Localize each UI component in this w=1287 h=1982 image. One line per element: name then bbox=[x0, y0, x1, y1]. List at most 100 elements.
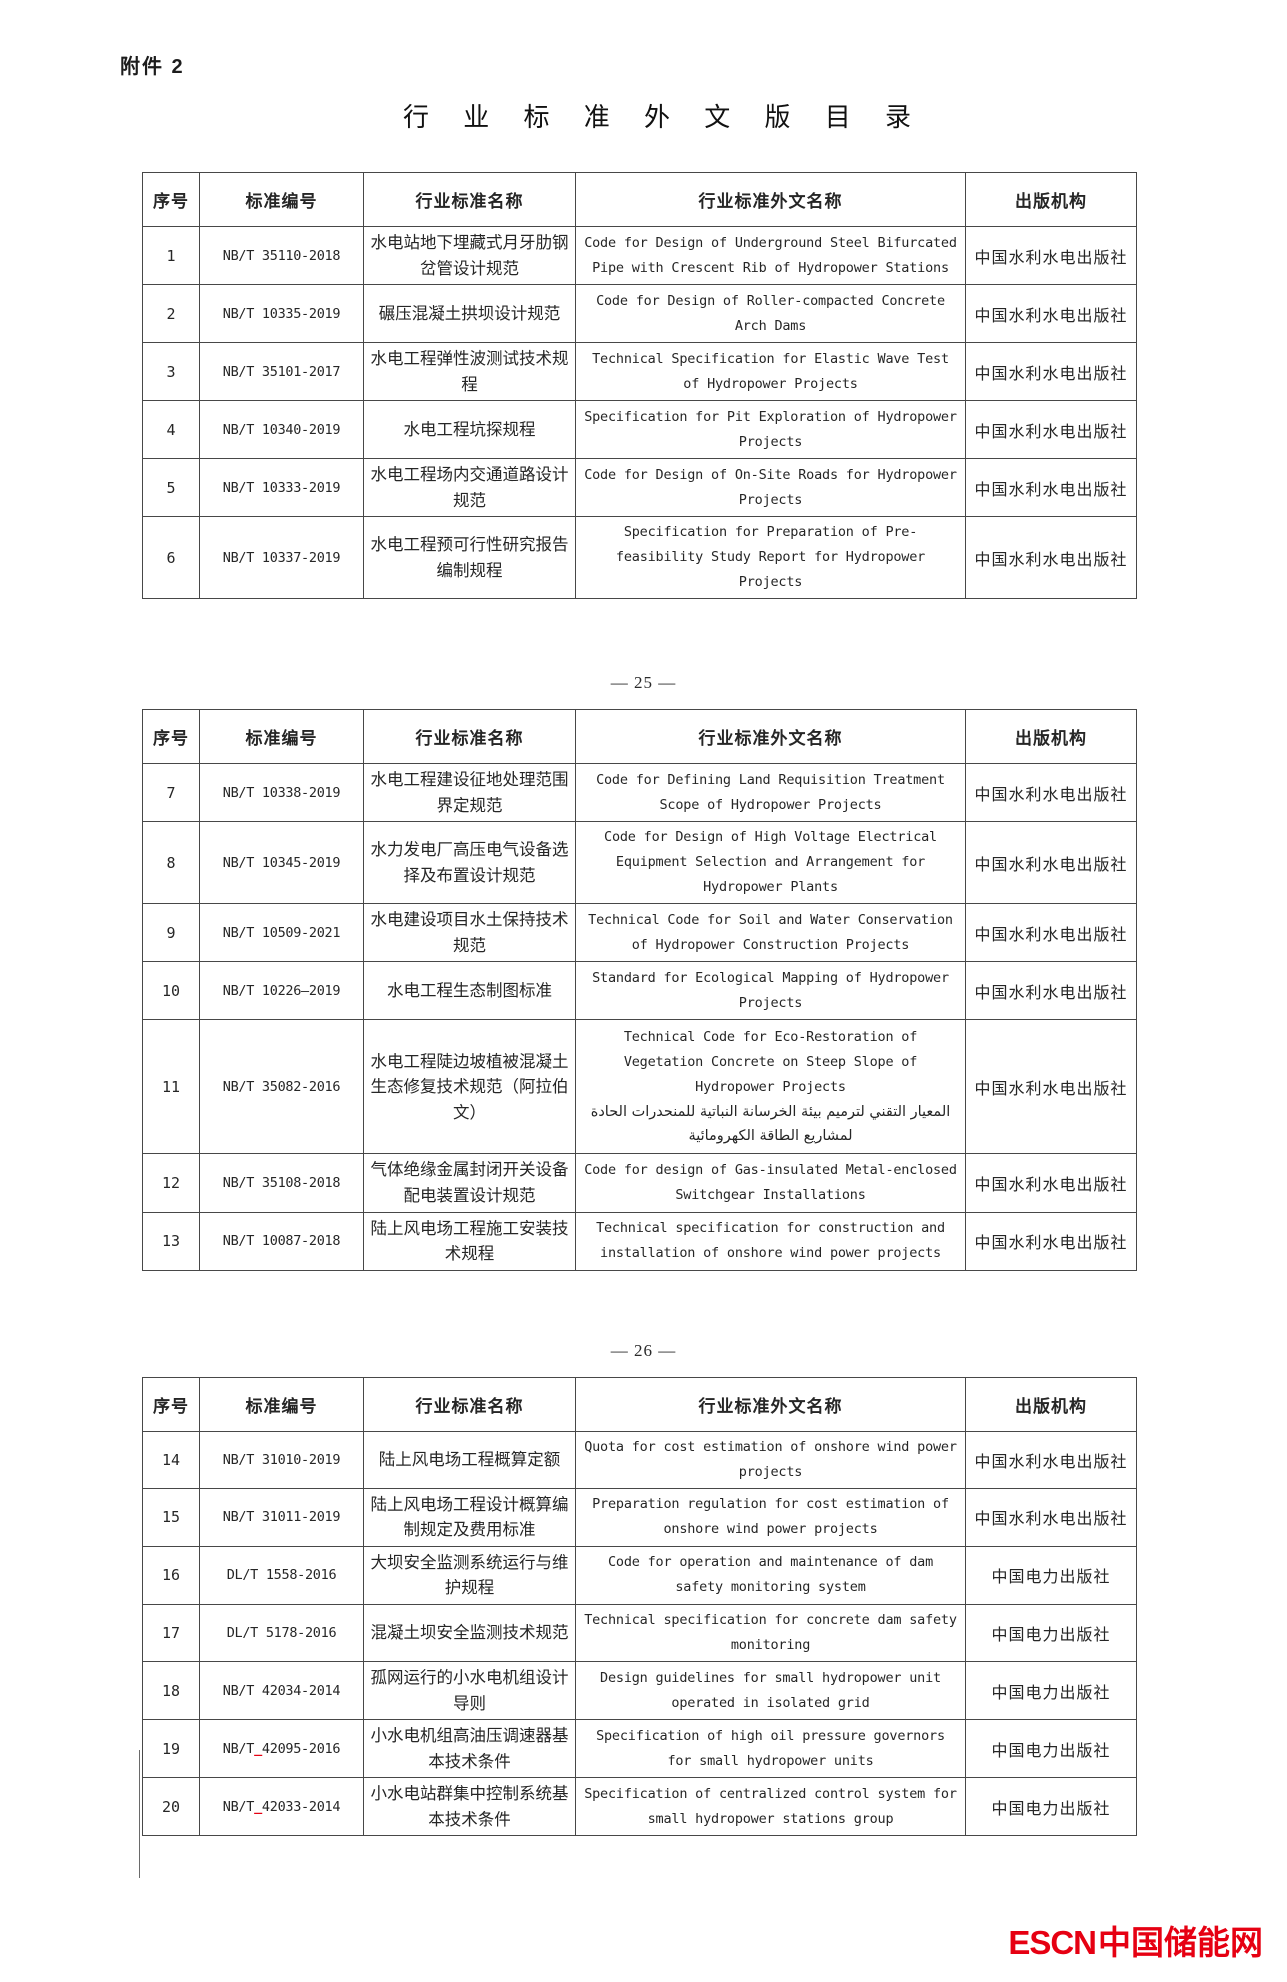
cell-standard-name-zh: 水电工程场内交通道路设计规范 bbox=[363, 458, 576, 518]
cell-standard-name-zh: 陆上风电场工程施工安装技术规程 bbox=[363, 1211, 576, 1271]
cell-standard-name-zh: 陆上风电场工程概算定额 bbox=[363, 1430, 576, 1489]
cell-standard-code: NB/T 31011-2019 bbox=[199, 1487, 364, 1547]
cell-publisher: 中国电力出版社 bbox=[965, 1660, 1137, 1721]
cell-publisher: 中国电力出版社 bbox=[965, 1603, 1137, 1662]
cell-standard-name-en: Code for design of Gas-insulated Metal-e… bbox=[575, 1153, 966, 1213]
header-cell-zh: 行业标准名称 bbox=[363, 172, 576, 227]
cell-serial-number: 14 bbox=[142, 1430, 200, 1489]
header-cell-en: 行业标准外文名称 bbox=[575, 172, 966, 227]
header-cell-en: 行业标准外文名称 bbox=[575, 709, 966, 765]
cell-serial-number: 6 bbox=[142, 516, 200, 600]
table-row: 4 NB/T 10340-2019 水电工程坑探规程 Specification fo… bbox=[142, 400, 1137, 460]
cell-serial-number: 20 bbox=[142, 1777, 200, 1837]
cell-publisher: 中国水利水电出版社 bbox=[965, 225, 1137, 286]
cell-standard-code: NB/T 10338-2019 bbox=[199, 763, 364, 823]
cell-standard-name-zh: 小水电站群集中控制系统基本技术条件 bbox=[363, 1777, 576, 1837]
cell-standard-name-en: Quota for cost estimation of onshore win… bbox=[575, 1430, 966, 1489]
scan-edge-artifact-line bbox=[139, 1750, 140, 1878]
table-row: 2 NB/T 10335-2019 碾压混凝土拱坝设计规范 Code for Desi… bbox=[142, 284, 1137, 344]
header-cell-code: 标准编号 bbox=[199, 709, 364, 765]
cell-standard-code: DL/T 1558-2016 bbox=[199, 1545, 364, 1605]
cell-publisher: 中国水利水电出版社 bbox=[965, 516, 1137, 600]
cell-serial-number: 1 bbox=[142, 225, 200, 286]
header-cell-no: 序号 bbox=[142, 1376, 200, 1432]
page-number-25: — 25 — bbox=[610, 673, 677, 693]
cell-standard-name-zh: 水电工程弹性波测试技术规程 bbox=[363, 342, 576, 402]
header-cell-zh: 行业标准名称 bbox=[363, 1376, 576, 1432]
cell-standard-code: NB/T 35110-2018 bbox=[199, 225, 364, 286]
cell-standard-name-en: Code for Design of Roller-compacted Conc… bbox=[575, 284, 966, 344]
cell-serial-number: 16 bbox=[142, 1545, 200, 1605]
cell-standard-name-en: Specification of high oil pressure gover… bbox=[575, 1719, 966, 1779]
cell-publisher: 中国电力出版社 bbox=[965, 1719, 1137, 1779]
attachment-label: 附件 2 bbox=[120, 56, 185, 78]
cell-publisher: 中国水利水电出版社 bbox=[965, 400, 1137, 460]
cell-standard-code: NB/T 35108-2018 bbox=[199, 1153, 364, 1213]
cell-serial-number: 12 bbox=[142, 1153, 200, 1213]
cell-standard-name-en: Technical specification for concrete dam… bbox=[575, 1603, 966, 1662]
cell-serial-number: 17 bbox=[142, 1603, 200, 1662]
cell-standard-name-en: Technical specification for construction… bbox=[575, 1211, 966, 1271]
cell-publisher: 中国水利水电出版社 bbox=[965, 1430, 1137, 1489]
cell-standard-code: NB/T 42034-2014 bbox=[199, 1660, 364, 1721]
cell-standard-name-en: Code for Design of On-Site Roads for Hyd… bbox=[575, 458, 966, 518]
table-row: 20 NB/T_42033-2014 小水电站群集中控制系统基本技术条件 Specif… bbox=[142, 1777, 1137, 1837]
cell-publisher: 中国水利水电出版社 bbox=[965, 342, 1137, 402]
cell-standard-name-en: Code for Design of High Voltage Electric… bbox=[575, 821, 966, 905]
table-row: 9 NB/T 10509-2021 水电建设项目水土保持技术规范 Technical … bbox=[142, 903, 1137, 963]
header-cell-code: 标准编号 bbox=[199, 172, 364, 227]
red-underscore-mark: _ bbox=[254, 1740, 262, 1757]
cell-standard-name-en: Code for Design of Underground Steel Bif… bbox=[575, 225, 966, 286]
table-row: 1 NB/T 35110-2018 水电站地下埋藏式月牙肋钢岔管设计规范 Code f… bbox=[142, 225, 1137, 286]
header-cell-no: 序号 bbox=[142, 709, 200, 765]
cell-standard-name-en: Technical Code for Soil and Water Conser… bbox=[575, 903, 966, 963]
cell-publisher: 中国水利水电出版社 bbox=[965, 284, 1137, 344]
cell-standard-name-en: Technical Specification for Elastic Wave… bbox=[575, 342, 966, 402]
cell-serial-number: 5 bbox=[142, 458, 200, 518]
cell-standard-code: NB/T_42095-2016 bbox=[199, 1719, 364, 1779]
cell-standard-name-zh: 水电工程生态制图标准 bbox=[363, 961, 576, 1021]
escn-logo-en: ESCN bbox=[1008, 1924, 1097, 1961]
header-cell-pub: 出版机构 bbox=[965, 709, 1137, 765]
header-cell-no: 序号 bbox=[142, 172, 200, 227]
table-row: 17 DL/T 5178-2016 混凝土坝安全监测技术规范 Technical sp… bbox=[142, 1603, 1137, 1662]
cell-publisher: 中国电力出版社 bbox=[965, 1777, 1137, 1837]
cell-publisher: 中国水利水电出版社 bbox=[965, 821, 1137, 905]
standard-name-arabic: المعيار التقني لترميم بيئة الخرسانة النب… bbox=[590, 1103, 951, 1145]
cell-standard-code: NB/T_42033-2014 bbox=[199, 1777, 364, 1837]
cell-standard-name-zh: 水电站地下埋藏式月牙肋钢岔管设计规范 bbox=[363, 225, 576, 286]
table-row: 10 NB/T 10226—2019 水电工程生态制图标准 Standard for … bbox=[142, 961, 1137, 1021]
cell-standard-code: NB/T 10333-2019 bbox=[199, 458, 364, 518]
cell-publisher: 中国水利水电出版社 bbox=[965, 1487, 1137, 1547]
table-row: 16 DL/T 1558-2016 大坝安全监测系统运行与维护规程 Code for … bbox=[142, 1545, 1137, 1605]
cell-serial-number: 13 bbox=[142, 1211, 200, 1271]
cell-standard-name-zh: 大坝安全监测系统运行与维护规程 bbox=[363, 1545, 576, 1605]
table-row: 5 NB/T 10333-2019 水电工程场内交通道路设计规范 Code for D… bbox=[142, 458, 1137, 518]
cell-standard-name-zh: 水电建设项目水土保持技术规范 bbox=[363, 903, 576, 963]
cell-serial-number: 4 bbox=[142, 400, 200, 460]
cell-standard-code: NB/T 10335-2019 bbox=[199, 284, 364, 344]
cell-standard-code: NB/T 10345-2019 bbox=[199, 821, 364, 905]
cell-standard-name-en: Design guidelines for small hydropower u… bbox=[575, 1660, 966, 1721]
cell-standard-name-en: Code for Defining Land Requisition Treat… bbox=[575, 763, 966, 823]
header-cell-en: 行业标准外文名称 bbox=[575, 1376, 966, 1432]
cell-standard-name-zh: 陆上风电场工程设计概算编制规定及费用标准 bbox=[363, 1487, 576, 1547]
cell-serial-number: 7 bbox=[142, 763, 200, 823]
table-header-row: 序号 标准编号 行业标准名称 行业标准外文名称 出版机构 bbox=[142, 172, 1137, 227]
cell-publisher: 中国电力出版社 bbox=[965, 1545, 1137, 1605]
cell-publisher: 中国水利水电出版社 bbox=[965, 763, 1137, 823]
table-row: 3 NB/T 35101-2017 水电工程弹性波测试技术规程 Technical S… bbox=[142, 342, 1137, 402]
cell-standard-code: NB/T 10337-2019 bbox=[199, 516, 364, 600]
cell-publisher: 中国水利水电出版社 bbox=[965, 1019, 1137, 1155]
cell-standard-code: NB/T 35101-2017 bbox=[199, 342, 364, 402]
cell-standard-name-en: Specification for Pit Exploration of Hyd… bbox=[575, 400, 966, 460]
cell-standard-name-en: Specification of centralized control sys… bbox=[575, 1777, 966, 1837]
cell-standard-name-zh: 混凝土坝安全监测技术规范 bbox=[363, 1603, 576, 1662]
cell-standard-code: NB/T 10340-2019 bbox=[199, 400, 364, 460]
standards-table-3: 序号 标准编号 行业标准名称 行业标准外文名称 出版机构 14 NB/T 31010-20… bbox=[142, 1376, 1137, 1837]
cell-standard-name-zh: 水电工程预可行性研究报告编制规程 bbox=[363, 516, 576, 600]
cell-publisher: 中国水利水电出版社 bbox=[965, 961, 1137, 1021]
cell-standard-name-zh: 碾压混凝土拱坝设计规范 bbox=[363, 284, 576, 344]
escn-logo: ESCN中国储能网 bbox=[1008, 1916, 1263, 1964]
cell-standard-name-zh: 气体绝缘金属封闭开关设备配电装置设计规范 bbox=[363, 1153, 576, 1213]
